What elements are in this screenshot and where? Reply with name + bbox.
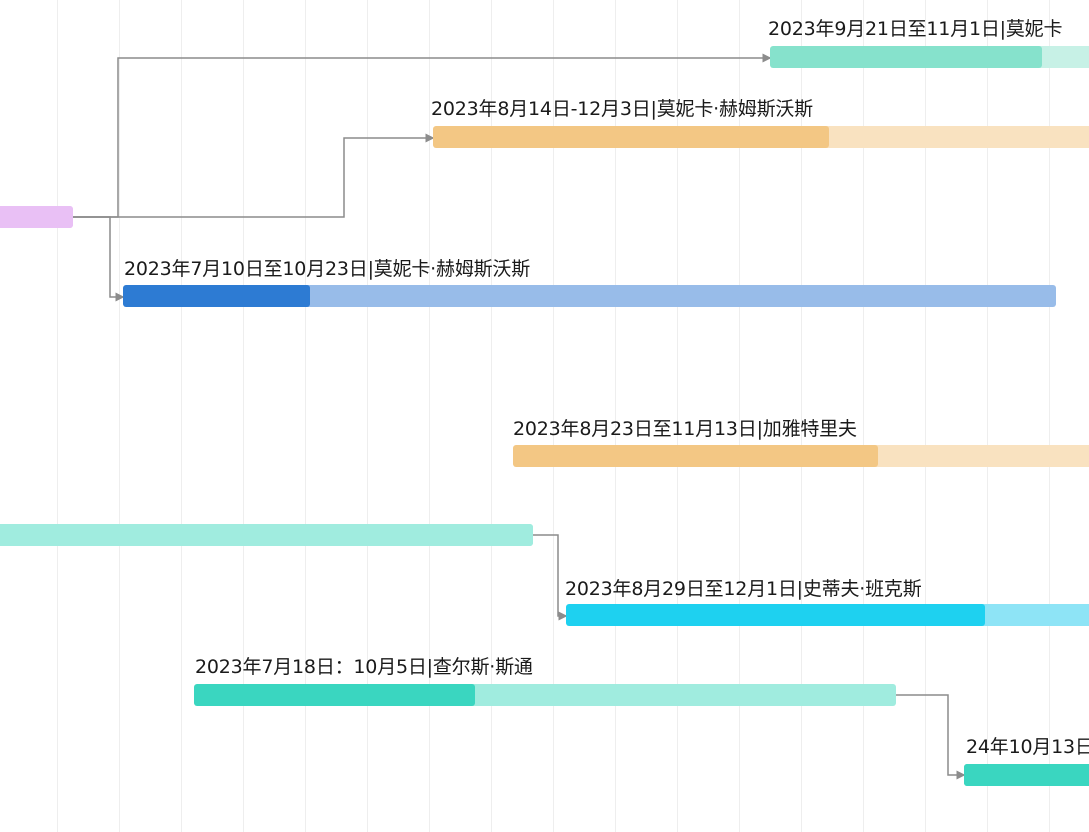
grid-line bbox=[181, 0, 182, 832]
grid-line bbox=[429, 0, 430, 832]
task-bar[interactable] bbox=[770, 46, 1089, 68]
task-label: 2023年8月23日至11月13日|加雅特里夫 bbox=[513, 418, 857, 440]
grid-line bbox=[1049, 0, 1050, 832]
grid-line bbox=[491, 0, 492, 832]
dependency-t8-t9 bbox=[896, 694, 966, 780]
dependency-t3-t4 bbox=[73, 216, 125, 302]
task-bar[interactable] bbox=[433, 126, 1089, 148]
dependency-t3-t2 bbox=[73, 133, 435, 218]
grid-line bbox=[677, 0, 678, 832]
task-label: 24年10月13日 bbox=[966, 736, 1089, 758]
grid-line bbox=[925, 0, 926, 832]
grid-line bbox=[367, 0, 368, 832]
task-bar[interactable] bbox=[0, 206, 73, 228]
task-bar[interactable] bbox=[566, 604, 1089, 626]
grid-line bbox=[987, 0, 988, 832]
task-bar[interactable] bbox=[964, 764, 1089, 786]
task-bar[interactable] bbox=[513, 445, 1089, 467]
dependency-t6-t7 bbox=[533, 534, 568, 621]
grid-line bbox=[57, 0, 58, 832]
task-label: 2023年7月18日：10月5日|查尔斯·斯通 bbox=[195, 656, 533, 678]
task-progress bbox=[770, 46, 1042, 68]
task-bar[interactable] bbox=[123, 285, 1056, 307]
grid-line bbox=[615, 0, 616, 832]
task-progress bbox=[0, 524, 533, 546]
task-label: 2023年9月21日至11月1日|莫妮卡 bbox=[768, 18, 1063, 40]
task-label: 2023年7月10日至10月23日|莫妮卡·赫姆斯沃斯 bbox=[124, 258, 531, 280]
grid-line bbox=[553, 0, 554, 832]
task-label: 2023年8月14日-12月3日|莫妮卡·赫姆斯沃斯 bbox=[431, 98, 813, 120]
task-label: 2023年8月29日至12月1日|史蒂夫·班克斯 bbox=[565, 578, 922, 600]
grid-line bbox=[739, 0, 740, 832]
task-bar[interactable] bbox=[194, 684, 896, 706]
grid-line bbox=[119, 0, 120, 832]
task-progress bbox=[194, 684, 475, 706]
grid-line bbox=[243, 0, 244, 832]
task-progress bbox=[566, 604, 985, 626]
task-progress bbox=[513, 445, 879, 467]
grid-line bbox=[801, 0, 802, 832]
grid-line bbox=[305, 0, 306, 832]
task-progress bbox=[964, 764, 1089, 786]
task-progress bbox=[433, 126, 829, 148]
task-progress bbox=[123, 285, 310, 307]
task-bar[interactable] bbox=[0, 524, 533, 546]
grid-line bbox=[863, 0, 864, 832]
task-progress bbox=[0, 206, 73, 228]
